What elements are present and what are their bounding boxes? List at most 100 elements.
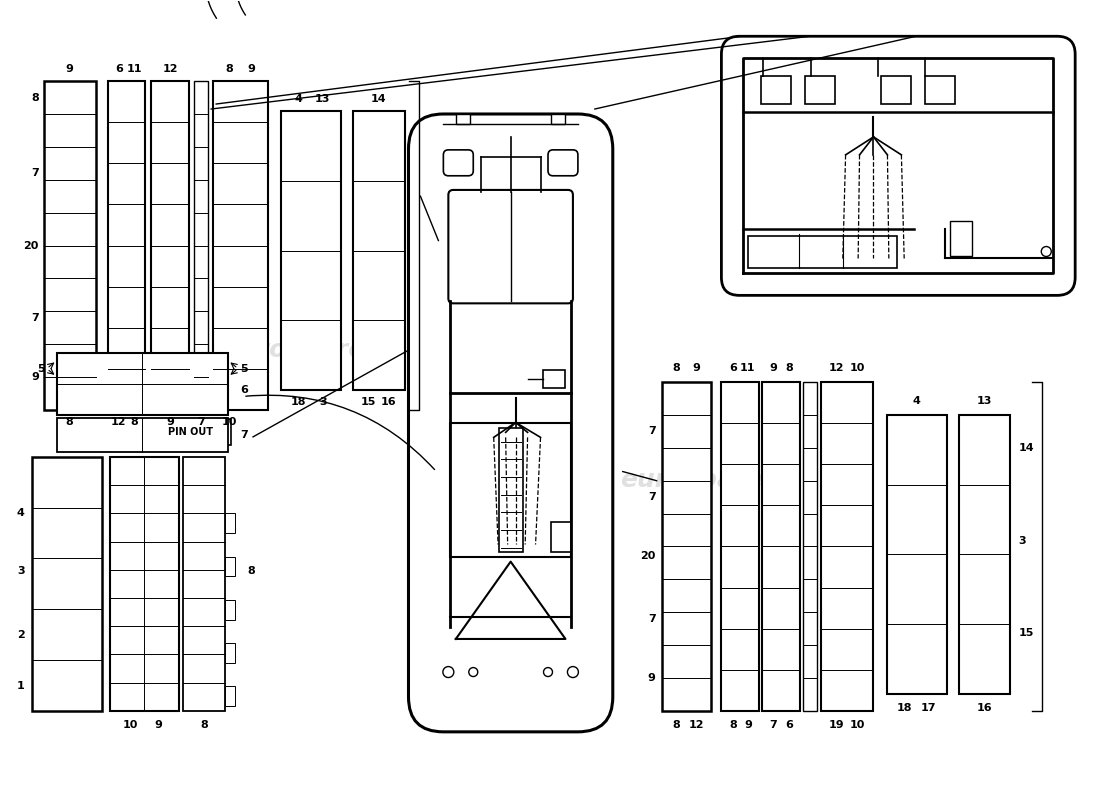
Bar <box>226 557 235 576</box>
Text: 15: 15 <box>1019 627 1034 638</box>
Bar <box>450 423 571 557</box>
Text: 8: 8 <box>200 720 208 730</box>
Text: 18: 18 <box>896 703 913 713</box>
Text: eurospares: eurospares <box>222 338 380 362</box>
Text: 6: 6 <box>729 363 737 373</box>
Text: 8: 8 <box>66 417 74 427</box>
Text: 8: 8 <box>673 720 681 730</box>
FancyBboxPatch shape <box>408 114 613 732</box>
Text: 9: 9 <box>248 64 255 74</box>
Bar <box>803 382 817 711</box>
Text: 4: 4 <box>913 396 921 406</box>
Bar <box>226 514 235 533</box>
Text: 3: 3 <box>1019 535 1026 546</box>
Text: 6: 6 <box>240 385 248 394</box>
Text: 15: 15 <box>361 397 376 407</box>
Text: 9: 9 <box>154 720 163 730</box>
FancyBboxPatch shape <box>443 150 473 176</box>
Text: 13: 13 <box>315 94 330 104</box>
Text: PIN OUT: PIN OUT <box>168 427 212 437</box>
Bar <box>949 221 971 255</box>
Bar <box>226 643 235 662</box>
Bar <box>722 382 759 711</box>
Text: 4: 4 <box>16 508 25 518</box>
Text: 6: 6 <box>116 64 123 74</box>
Bar <box>32 457 101 711</box>
Text: 8: 8 <box>785 363 793 373</box>
Bar <box>958 415 1011 694</box>
Bar <box>551 114 565 124</box>
Bar <box>748 235 898 269</box>
Bar <box>280 111 341 390</box>
Bar <box>195 81 208 410</box>
Text: 7: 7 <box>648 614 656 624</box>
Text: 3: 3 <box>18 566 25 576</box>
Bar <box>108 81 145 410</box>
Text: 7: 7 <box>240 430 248 440</box>
Bar <box>44 81 96 410</box>
Text: 5: 5 <box>37 364 45 374</box>
Bar <box>152 81 189 410</box>
Bar <box>543 370 565 387</box>
Text: 16: 16 <box>381 397 397 407</box>
Text: 18: 18 <box>292 397 307 407</box>
Bar <box>213 81 268 410</box>
Text: 2: 2 <box>18 630 25 640</box>
Bar <box>551 522 571 552</box>
Text: 17: 17 <box>921 703 936 713</box>
Text: 9: 9 <box>66 64 74 74</box>
Text: 8: 8 <box>729 720 737 730</box>
Bar <box>226 600 235 619</box>
Text: 10: 10 <box>222 417 238 427</box>
Text: 16: 16 <box>977 703 992 713</box>
Bar <box>925 76 955 104</box>
Bar <box>226 686 235 706</box>
Text: 13: 13 <box>977 396 992 406</box>
Text: 6: 6 <box>784 720 793 730</box>
Text: 10: 10 <box>849 720 865 730</box>
Text: 7: 7 <box>648 492 656 502</box>
Text: 8: 8 <box>673 363 681 373</box>
Text: 7: 7 <box>648 426 656 436</box>
Text: 19: 19 <box>828 720 845 730</box>
Text: 14: 14 <box>371 94 386 104</box>
Bar <box>353 111 405 390</box>
Text: 12: 12 <box>111 417 126 427</box>
Text: 8: 8 <box>226 64 233 74</box>
Text: 11: 11 <box>126 64 142 74</box>
Text: 12: 12 <box>163 64 178 74</box>
Text: 14: 14 <box>1019 443 1034 454</box>
Bar <box>150 419 231 445</box>
Text: 9: 9 <box>648 673 656 683</box>
Bar <box>110 457 179 711</box>
Text: 12: 12 <box>689 720 704 730</box>
Bar <box>805 76 835 104</box>
Text: 11: 11 <box>740 363 756 373</box>
FancyBboxPatch shape <box>449 190 573 303</box>
Bar <box>761 76 791 104</box>
Text: 4: 4 <box>295 94 302 104</box>
Text: 20: 20 <box>640 551 656 562</box>
Bar <box>762 382 800 711</box>
FancyBboxPatch shape <box>548 150 578 176</box>
Text: eurospares: eurospares <box>620 468 779 492</box>
Bar <box>57 353 228 415</box>
Text: 5: 5 <box>240 364 248 374</box>
Bar <box>57 418 228 452</box>
Bar <box>881 76 911 104</box>
Bar <box>456 114 471 124</box>
Bar <box>184 457 226 711</box>
Text: 20: 20 <box>23 241 38 250</box>
Bar <box>887 415 947 694</box>
Text: 9: 9 <box>166 417 174 427</box>
Bar <box>661 382 712 711</box>
Text: 9: 9 <box>693 363 701 373</box>
Text: 7: 7 <box>31 168 38 178</box>
Text: 12: 12 <box>829 363 845 373</box>
Text: 8: 8 <box>248 566 255 576</box>
Bar <box>821 382 873 711</box>
Text: 10: 10 <box>849 363 865 373</box>
Text: 7: 7 <box>770 720 778 730</box>
FancyBboxPatch shape <box>722 36 1075 295</box>
Text: 7: 7 <box>197 417 205 427</box>
